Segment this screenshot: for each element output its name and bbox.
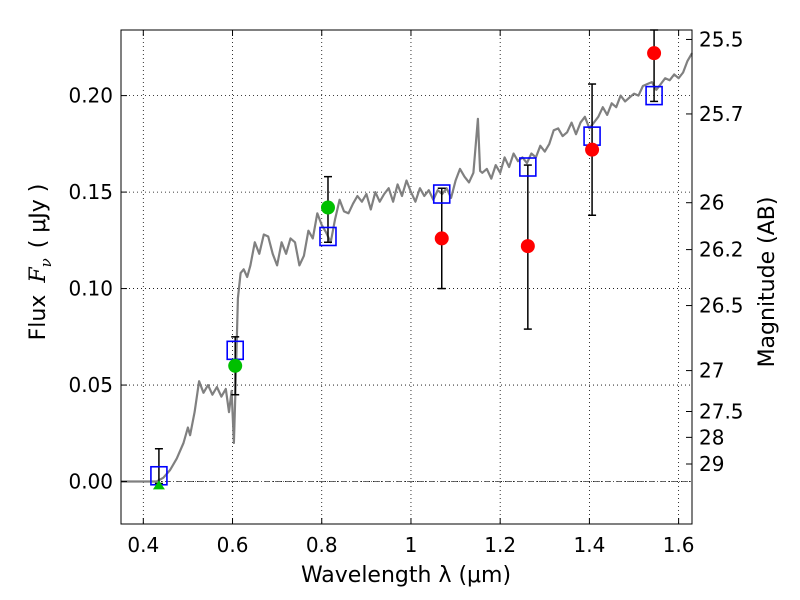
y2-tick-label: 25.7 xyxy=(699,102,744,126)
y-axis-label-prefix: Flux xyxy=(26,295,51,341)
model-photometry-square xyxy=(319,226,337,247)
y2-tick-label: 26.5 xyxy=(699,294,744,318)
red-flux-point xyxy=(585,142,600,157)
grid xyxy=(121,30,692,524)
x-tick-label: 0.6 xyxy=(217,533,249,557)
y-axis-label-unit: ( μJy ) xyxy=(26,184,51,249)
model-photometry-square xyxy=(519,157,537,177)
y2-tick-label: 29 xyxy=(699,452,724,476)
axis-ticks: 0.4 0.6 0.8 1 1.2 1.4 1.6 0.00 0.05 0.10 0.15 0.20 2… xyxy=(68,27,743,557)
plot-frame xyxy=(120,29,693,525)
y-axis-label-subscript: ν xyxy=(37,258,55,267)
x-tick-label: 1 xyxy=(405,533,418,557)
series xyxy=(121,29,693,490)
y-tick-label: 0.10 xyxy=(68,277,113,301)
y2-tick-label: 26.2 xyxy=(699,238,744,262)
x-tick-label: 0.8 xyxy=(306,533,338,557)
x-tick-label: 1.6 xyxy=(663,533,695,557)
y2-tick-label: 26 xyxy=(699,191,724,215)
y-axis-label-symbol: F xyxy=(26,267,51,284)
model-photometry-square xyxy=(645,85,663,106)
y-tick-label: 0.15 xyxy=(68,180,113,204)
y2-axis-label: Magnitude (AB) xyxy=(755,197,780,368)
red-flux-point xyxy=(647,46,662,61)
red-flux-point xyxy=(434,231,449,246)
x-tick-label: 1.4 xyxy=(573,533,605,557)
y-axis-label: Flux Fν ( μJy ) xyxy=(26,184,55,341)
y2-tick-label: 28 xyxy=(699,425,724,449)
model-spectrum-line xyxy=(121,52,693,483)
x-axis-label: Wavelength λ (μm) xyxy=(301,563,511,588)
y-tick-label: 0.05 xyxy=(68,373,113,397)
y-tick-label: 0.00 xyxy=(68,470,113,494)
y2-tick-label: 25.5 xyxy=(699,27,744,51)
model-photometry-square xyxy=(432,184,451,204)
red-flux-point xyxy=(520,239,535,254)
green-limit-triangle xyxy=(152,480,165,490)
y2-tick-label: 27 xyxy=(699,359,724,383)
x-tick-label: 0.4 xyxy=(127,533,159,557)
y-tick-label: 0.20 xyxy=(68,84,113,108)
y2-tick-label: 27.5 xyxy=(699,399,744,423)
green-flux-point xyxy=(228,358,243,373)
green-flux-point xyxy=(320,200,335,215)
x-tick-label: 1.2 xyxy=(484,533,516,557)
